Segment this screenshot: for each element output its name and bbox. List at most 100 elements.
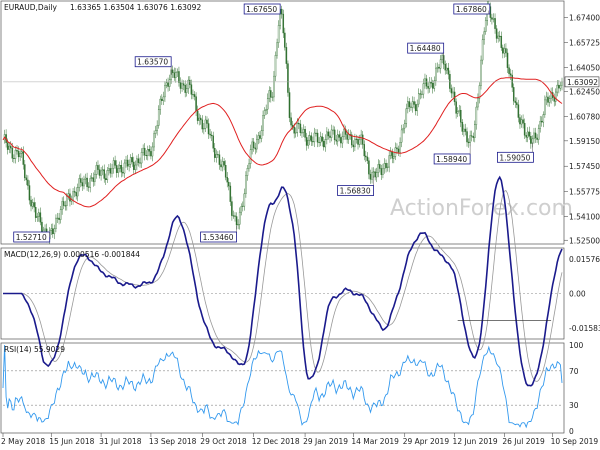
candle-body [105, 178, 107, 181]
candle-body [193, 94, 196, 97]
macd-title: MACD(12,26,9) 0.000516 -0.001844 [4, 250, 140, 259]
candle-body [243, 193, 246, 207]
candle-body [62, 201, 65, 206]
candle-body [228, 181, 230, 187]
candle-body [87, 186, 90, 188]
candle-body [357, 139, 359, 145]
rsi-line [2, 344, 563, 429]
candle-body [321, 136, 323, 142]
candle-body [441, 55, 443, 60]
candle-body [260, 130, 263, 139]
price-series [2, 0, 564, 245]
candle-body [249, 149, 252, 164]
time-tick-label: 12 Dec 2018 [252, 437, 300, 446]
candle-body [72, 191, 74, 201]
candle-body [514, 100, 517, 103]
candle-body [368, 160, 370, 175]
candle-body [157, 109, 160, 126]
candle-body [187, 79, 190, 89]
candle-body [365, 155, 367, 158]
time-tick-label: 12 Jun 2019 [453, 437, 498, 446]
candle-body [83, 178, 85, 187]
candle-body [220, 164, 222, 168]
price-tick-label: 1.57450 [569, 162, 600, 171]
candle-body [120, 165, 123, 173]
candle-body [103, 169, 105, 179]
price-annotation-box [337, 185, 374, 196]
candle-body [287, 63, 289, 93]
candle-body [195, 96, 197, 112]
candle-body [296, 122, 299, 133]
candle-body [143, 147, 146, 156]
candle-body [474, 124, 476, 138]
candle-body [181, 83, 183, 89]
candle-body [268, 90, 271, 99]
candle-body [265, 109, 267, 111]
price-annotation-label: 1.59050 [499, 153, 530, 162]
candle-body [427, 86, 429, 89]
candle-body [352, 144, 355, 148]
candle-body [214, 148, 216, 158]
candle-body [185, 88, 188, 93]
candle-body [114, 160, 116, 166]
candle-body [117, 168, 119, 173]
price-annotation-label: 1.63570 [137, 58, 168, 67]
candle-body [337, 134, 339, 142]
candle-body [151, 146, 154, 157]
price-annotation-label: 1.67860 [456, 5, 487, 14]
candle-body [511, 74, 513, 88]
candle-body [13, 158, 15, 160]
candle-body [86, 177, 88, 188]
candle-body [326, 131, 328, 140]
candle-body [20, 151, 23, 154]
candle-body [363, 144, 365, 157]
candle-body [182, 83, 185, 86]
candle-body [125, 159, 127, 164]
candle-body [223, 161, 225, 166]
candle-body [369, 173, 372, 180]
candle-body [179, 82, 182, 89]
candle-body [332, 129, 334, 131]
candle-body [338, 134, 341, 138]
symbol-header: EURAUD,Daily [4, 3, 57, 12]
candle-body [246, 168, 249, 176]
candle-body [111, 168, 113, 174]
price-tick-label: 1.62450 [569, 87, 600, 96]
candle-body [139, 162, 141, 164]
candle-body [341, 136, 344, 144]
time-tick-label: 26 Jul 2019 [502, 437, 545, 446]
candle-body [553, 97, 555, 102]
time-tick-label: 31 Jul 2018 [99, 437, 142, 446]
price-annotation-label: 1.64480 [410, 44, 441, 53]
candle-body [41, 221, 43, 233]
candle-body [466, 131, 468, 143]
rsi-tick-label: 70 [569, 367, 579, 376]
candle-body [519, 117, 521, 125]
time-tick-label: 29 Oct 2018 [200, 437, 247, 446]
candle-body [212, 135, 214, 149]
candle-body [22, 151, 24, 165]
price-annotation-box [453, 3, 491, 15]
candle-body [512, 87, 515, 102]
time-tick-label: 14 Mar 2019 [351, 437, 399, 446]
candle-body [561, 81, 563, 86]
candle-body [483, 31, 485, 40]
candle-body [38, 212, 40, 217]
candle-body [176, 71, 179, 73]
candle-body [91, 177, 93, 179]
candle-body [358, 139, 361, 145]
candle-body [402, 127, 404, 131]
candle-body [147, 149, 149, 157]
candle-body [408, 101, 411, 108]
candle-body [288, 92, 291, 118]
candle-body [109, 168, 112, 174]
candle-body [503, 48, 506, 54]
candle-body [539, 120, 541, 129]
time-tick-label: 10 Sep 2019 [551, 437, 599, 446]
candle-body [81, 182, 84, 187]
candle-body [413, 101, 415, 105]
candle-body [123, 162, 126, 174]
candle-body [371, 172, 373, 180]
candle-body [36, 216, 39, 218]
candle-body [315, 132, 317, 134]
